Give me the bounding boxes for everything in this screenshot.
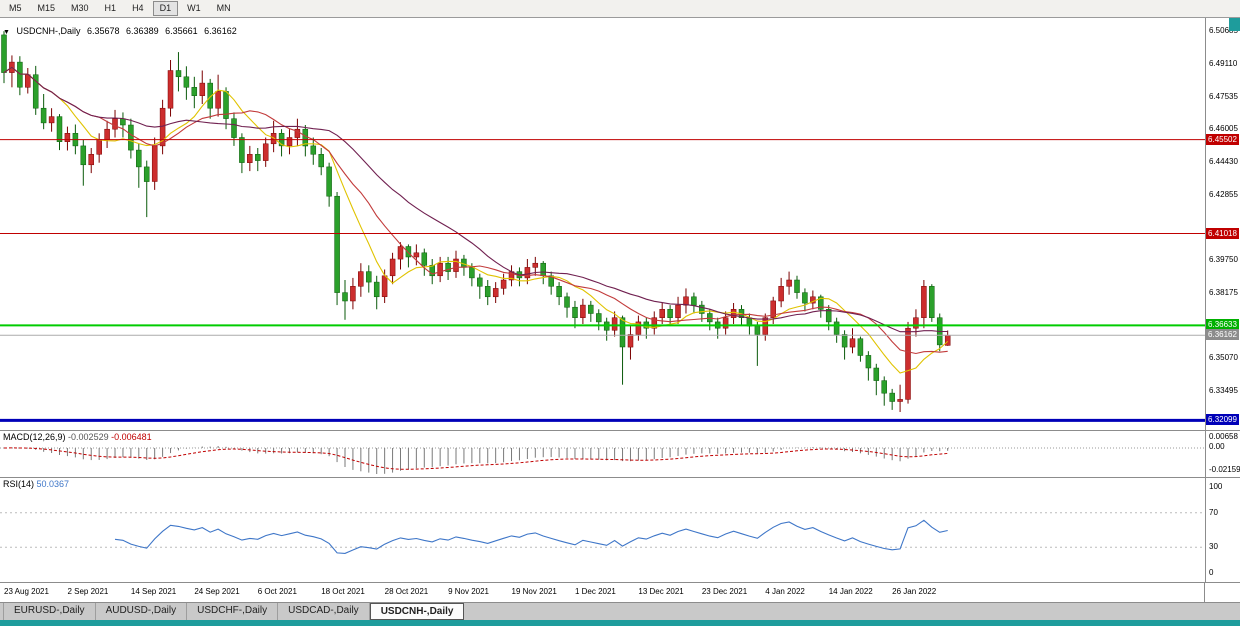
- time-axis-label: 2 Sep 2021: [67, 587, 109, 596]
- collapse-triangle-icon[interactable]: ▼: [3, 29, 10, 36]
- time-axis-label: 23 Dec 2021: [701, 587, 748, 596]
- time-axis-label: 23 Aug 2021: [4, 587, 49, 596]
- high-value: 6.36389: [126, 26, 159, 36]
- axis-tick-label: 6.46005: [1209, 124, 1238, 134]
- axis-tick-label: 6.38175: [1209, 288, 1238, 298]
- time-axis-label: 18 Oct 2021: [321, 587, 365, 596]
- chart-window: ▼ USDCNH-,Daily 6.35678 6.36389 6.35661 …: [0, 18, 1240, 602]
- macd-indicator-label: MACD(12,26,9) -0.002529 -0.006481: [3, 432, 152, 442]
- axis-tick-label: 6.47535: [1209, 91, 1238, 101]
- axis-tick-label: 6.50685: [1209, 26, 1238, 35]
- chart-tab-usdcad[interactable]: USDCAD-,Daily: [278, 603, 370, 620]
- axis-tick-label: 6.44430: [1209, 157, 1238, 167]
- axis-tick-label: 6.42855: [1209, 190, 1238, 200]
- rsi-indicator-label: RSI(14) 50.0367: [3, 479, 69, 489]
- time-axis-label: 13 Dec 2021: [638, 587, 684, 596]
- timeframe-button-h4[interactable]: H4: [132, 3, 144, 13]
- axis-tick-label: 0.00658: [1209, 432, 1238, 441]
- resistance-line-2-badge: 6.41018: [1206, 227, 1239, 239]
- time-axis-label: 26 Jan 2022: [892, 587, 937, 596]
- axis-tick-label: -0.02159: [1209, 465, 1240, 474]
- open-value: 6.35678: [86, 26, 120, 36]
- timeframe-button-h1[interactable]: H1: [104, 3, 117, 13]
- current-price-badge: 6.36162: [1206, 329, 1239, 341]
- axis-tick-label: 70: [1209, 507, 1218, 517]
- time-axis-label: 4 Jan 2022: [765, 587, 805, 596]
- timeframe-button-m5[interactable]: M5: [9, 3, 22, 13]
- axis-tick-label: 6.35070: [1209, 353, 1238, 363]
- macd-name: MACD(12,26,9): [3, 432, 66, 442]
- axis-tick-label: 0: [1209, 568, 1214, 577]
- axis-tick-label: 6.33495: [1209, 386, 1238, 396]
- chart-tab-audusd[interactable]: AUDUSD-,Daily: [96, 603, 188, 620]
- time-axis-label: 24 Sep 2021: [194, 587, 240, 596]
- chart-tab-eurusd[interactable]: EURUSD-,Daily: [3, 603, 96, 620]
- desktop-corner: [1229, 18, 1240, 31]
- time-axis-label: 6 Oct 2021: [257, 587, 297, 596]
- time-axis-label: 9 Nov 2021: [448, 587, 489, 596]
- axis-tick-label: 6.39750: [1209, 255, 1238, 265]
- axis-tick-label: 0.00: [1209, 442, 1225, 451]
- time-axis-label: 28 Oct 2021: [384, 587, 429, 596]
- macd-main-value: -0.002529: [68, 432, 109, 442]
- chart-ohlc-header: ▼ USDCNH-,Daily 6.35678 6.36389 6.35661 …: [3, 26, 241, 36]
- support-line-blue-badge: 6.32099: [1206, 414, 1239, 426]
- chart-tab-bar: EURUSD-,Daily AUDUSD-,Daily USDCHF-,Daily U…: [0, 602, 1240, 620]
- candlestick-chart-canvas[interactable]: [0, 18, 1240, 583]
- axis-tick-label: 6.49110: [1209, 58, 1238, 68]
- axis-tick-label: 30: [1209, 542, 1218, 552]
- rsi-name: RSI(14): [3, 479, 35, 489]
- chart-tab-usdcnh[interactable]: USDCNH-,Daily: [369, 603, 465, 620]
- timeframe-button-m15[interactable]: M15: [37, 3, 56, 13]
- support-line-green-badge: 6.36633: [1206, 319, 1239, 331]
- chart-tab-usdchf[interactable]: USDCHF-,Daily: [187, 603, 279, 620]
- axis-tick-label: 100: [1209, 482, 1223, 491]
- time-axis-label: 1 Dec 2021: [574, 587, 616, 596]
- time-axis[interactable]: 23 Aug 2021 2 Sep 2021 14 Sep 2021 24 Sep 2…: [0, 583, 1205, 602]
- time-axis-label: 14 Jan 2022: [828, 587, 873, 596]
- desktop-background-strip: [0, 620, 1240, 626]
- price-axis[interactable]: 6.50685 6.49110 6.47535 6.46005 6.44430 6.428…: [1205, 18, 1240, 583]
- timeframe-button-m30[interactable]: M30: [71, 3, 89, 13]
- time-axis-label: 14 Sep 2021: [130, 587, 177, 596]
- symbol-period-label: USDCNH-,Daily: [16, 26, 81, 36]
- macd-signal-value: -0.006481: [111, 432, 152, 442]
- timeframe-button-w1[interactable]: W1: [187, 3, 201, 13]
- timeframe-button-d1[interactable]: D1: [152, 1, 179, 16]
- time-axis-label: 19 Nov 2021: [511, 587, 557, 596]
- timeframe-button-mn[interactable]: MN: [216, 3, 231, 13]
- low-value: 6.35661: [165, 26, 198, 36]
- rsi-value: 50.0367: [36, 479, 70, 489]
- timeframe-toolbar: M5 M15 M30 H1 H4 D1 W1 MN: [0, 0, 1240, 18]
- close-value: 6.36162: [204, 26, 237, 36]
- resistance-line-1-badge: 6.45502: [1206, 133, 1239, 145]
